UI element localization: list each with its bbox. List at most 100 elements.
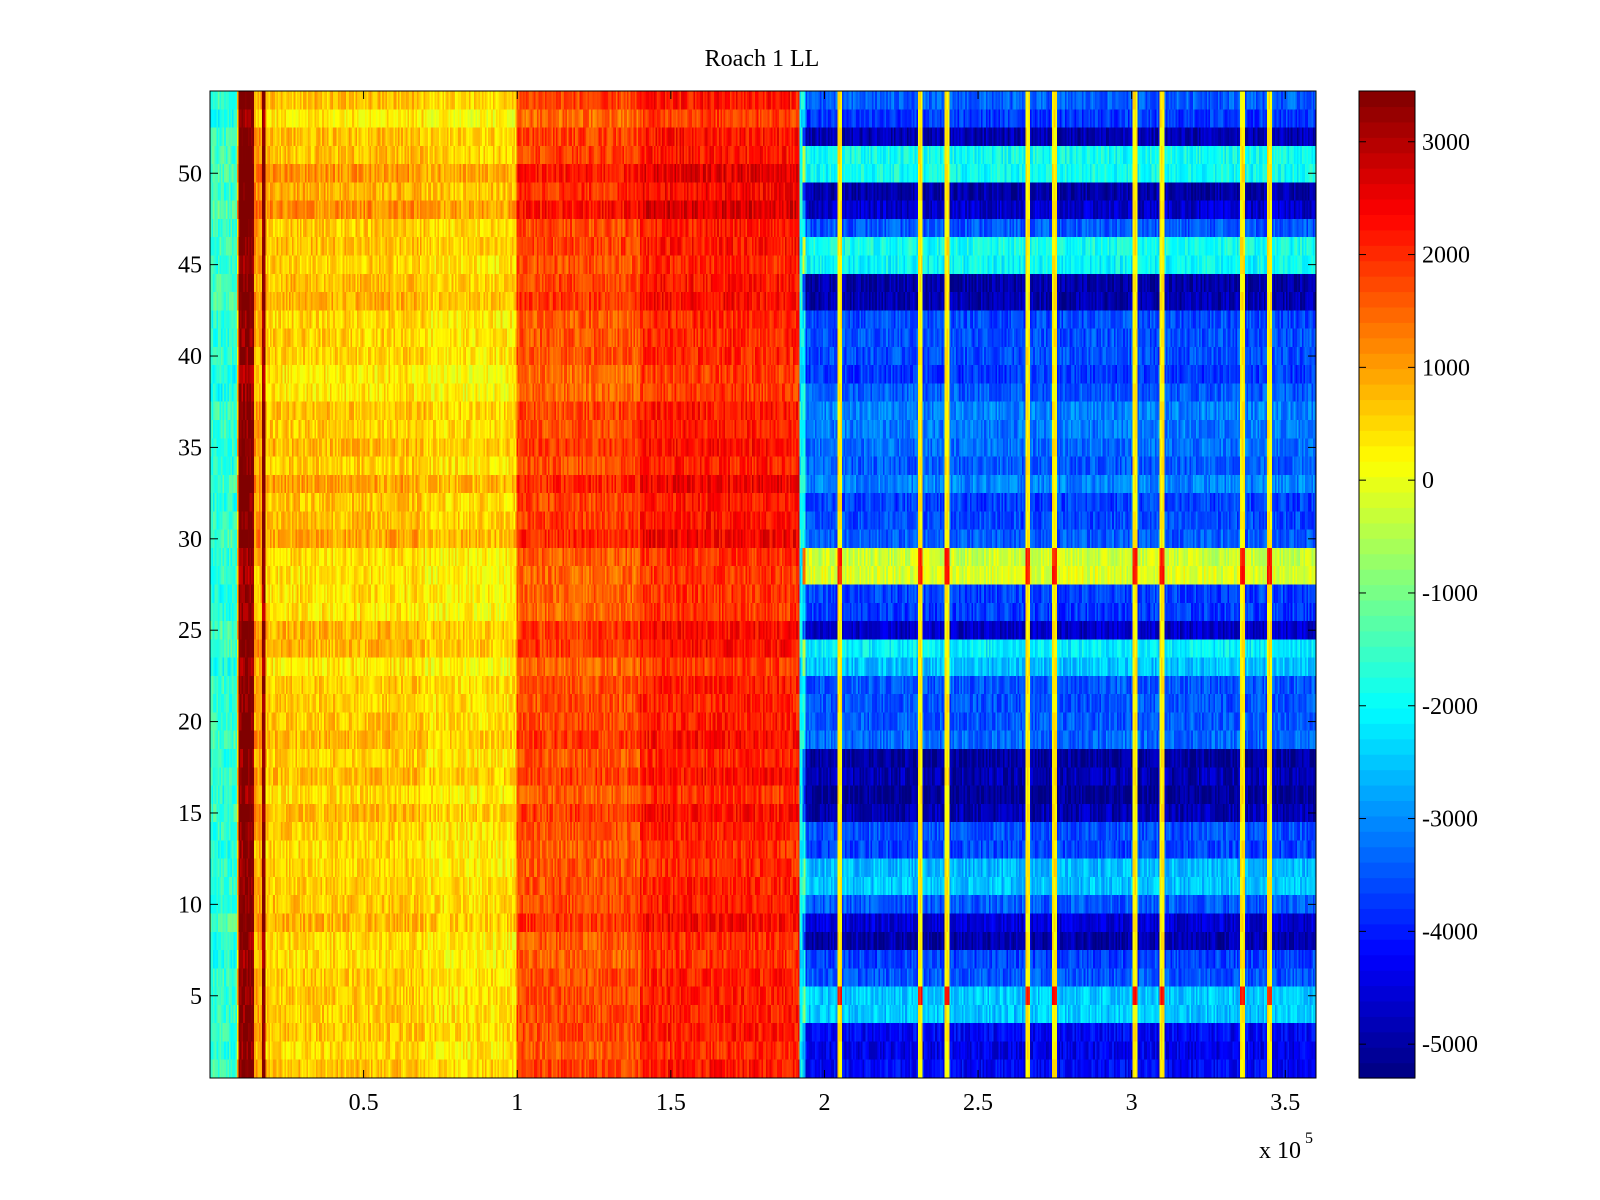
colorbar-swatch (1359, 954, 1415, 971)
y-tick-label: 50 (178, 161, 202, 187)
colorbar-tick-label: -4000 (1422, 919, 1478, 945)
colorbar-swatch (1359, 862, 1415, 879)
colorbar-swatch (1359, 723, 1415, 740)
x-tick-label: 0.5 (349, 1090, 379, 1116)
x-tick-label: 3 (1126, 1090, 1138, 1116)
colorbar-swatch (1359, 923, 1415, 940)
y-tick-label: 5 (190, 984, 202, 1010)
colorbar-swatch (1359, 646, 1415, 663)
y-tick-label: 10 (178, 892, 202, 918)
colorbar-swatch (1359, 599, 1415, 616)
colorbar-swatch (1359, 630, 1415, 647)
colorbar-swatch (1359, 414, 1415, 431)
colorbar-swatch (1359, 815, 1415, 832)
chart-title: Roach 1 LL (705, 46, 820, 72)
colorbar-swatch (1359, 1016, 1415, 1033)
colorbar-swatch (1359, 183, 1415, 200)
colorbar-swatch (1359, 106, 1415, 123)
colorbar-swatch (1359, 507, 1415, 524)
y-tick-label: 30 (178, 527, 202, 553)
y-tick-label: 15 (178, 801, 202, 827)
colorbar-swatch (1359, 445, 1415, 462)
colorbar-swatch (1359, 877, 1415, 894)
colorbar-swatch (1359, 152, 1415, 169)
x-axis-exponent: x 10 5 (1259, 1130, 1313, 1164)
colorbar-swatch (1359, 245, 1415, 262)
colorbar-swatch (1359, 1000, 1415, 1017)
colorbar-frame (1358, 90, 1416, 1079)
colorbar-swatch (1359, 970, 1415, 987)
x-tick-label: 3.5 (1270, 1090, 1300, 1116)
y-tick-label: 35 (178, 435, 202, 461)
colorbar-swatch (1359, 137, 1415, 154)
plot-frame (209, 90, 1317, 1079)
colorbar-tick-label: -2000 (1422, 694, 1478, 720)
colorbar-swatch (1359, 615, 1415, 632)
colorbar-swatch (1359, 939, 1415, 956)
colorbar-swatch (1359, 584, 1415, 601)
colorbar-swatch (1359, 677, 1415, 694)
colorbar-swatch (1359, 522, 1415, 539)
colorbar-swatch (1359, 692, 1415, 709)
colorbar-swatch (1359, 476, 1415, 493)
colorbar-swatch (1359, 1062, 1415, 1079)
colorbar-swatch (1359, 491, 1415, 508)
colorbar-swatch (1359, 754, 1415, 771)
colorbar-swatch (1359, 168, 1415, 185)
x-exponent-power: 5 (1305, 1130, 1313, 1147)
colorbar-swatch (1359, 198, 1415, 215)
x-tick-label: 1 (511, 1090, 523, 1116)
colorbar-swatch (1359, 214, 1415, 231)
x-exponent-base: x 10 (1259, 1138, 1301, 1164)
x-tick-label: 2 (818, 1090, 830, 1116)
x-tick-label: 1.5 (656, 1090, 686, 1116)
x-axis: 0.5 1 1.5 2 2.5 3 3.5 (349, 91, 1300, 1116)
colorbar-tick-label: -5000 (1422, 1032, 1478, 1058)
colorbar-swatch (1359, 461, 1415, 478)
colorbar-swatch (1359, 276, 1415, 293)
colorbar-swatch (1359, 337, 1415, 354)
colorbar-swatch (1359, 846, 1415, 863)
colorbar-swatch (1359, 1047, 1415, 1064)
colorbar-swatch (1359, 322, 1415, 339)
x-tick-label: 2.5 (963, 1090, 993, 1116)
colorbar-swatch (1359, 892, 1415, 909)
colorbar-swatch (1359, 91, 1415, 108)
y-tick-label: 25 (178, 618, 202, 644)
colorbar-tick-label: 3000 (1422, 130, 1470, 156)
colorbar-swatch (1359, 229, 1415, 246)
colorbar-swatch (1359, 738, 1415, 755)
colorbar-swatch (1359, 306, 1415, 323)
colorbar-swatch (1359, 384, 1415, 401)
colorbar-swatch (1359, 908, 1415, 925)
colorbar-swatch (1359, 769, 1415, 786)
heatmap-plot-area (210, 91, 1316, 1078)
colorbar-swatch (1359, 569, 1415, 586)
y-tick-label: 20 (178, 710, 202, 736)
colorbar-swatch (1359, 784, 1415, 802)
heatmap-cells (210, 91, 1316, 1078)
colorbar-swatch (1359, 291, 1415, 308)
colorbar-swatch (1359, 353, 1415, 370)
colorbar-tick-label: -3000 (1422, 807, 1478, 833)
colorbar-swatch (1359, 538, 1415, 555)
colorbar-swatch (1359, 368, 1415, 385)
y-tick-label: 40 (178, 344, 202, 370)
colorbar-swatch (1359, 399, 1415, 416)
colorbar-swatch (1359, 707, 1415, 724)
colorbar-tick-label: -1000 (1422, 581, 1478, 607)
colorbar-swatch (1359, 831, 1415, 848)
colorbar-axis: 3000 2000 1000 0 -1000 -2000 -3000 -4000 -5000 (1359, 130, 1478, 1058)
colorbar-tick-label: 0 (1422, 468, 1434, 494)
colorbar-swatch (1359, 260, 1415, 277)
colorbar-tick-label: 2000 (1422, 243, 1470, 269)
colorbar-swatch (1359, 661, 1415, 678)
colorbar-swatch (1359, 800, 1415, 817)
colorbar-swatch (1359, 1031, 1415, 1048)
colorbar (1359, 91, 1415, 1079)
colorbar-swatch (1359, 553, 1415, 570)
y-tick-label: 45 (178, 253, 202, 279)
colorbar-swatch (1359, 985, 1415, 1002)
colorbar-swatch (1359, 430, 1415, 447)
